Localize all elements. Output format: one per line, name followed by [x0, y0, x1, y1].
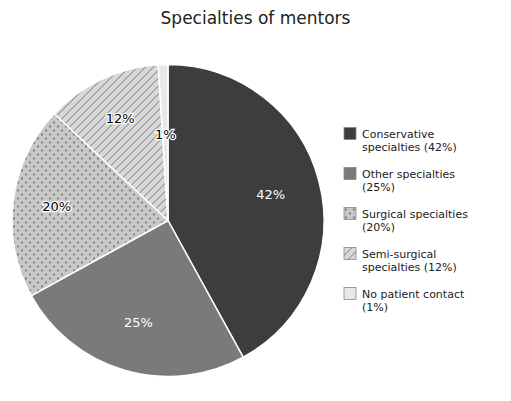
- data-label: 42%: [256, 187, 285, 202]
- legend-label: No patient contact(1%): [362, 288, 465, 314]
- title: Specialties of mentors: [161, 8, 351, 28]
- slice: [158, 65, 168, 221]
- legend-item: No patient contact(1%): [344, 288, 465, 314]
- legend-item: Other specialties(25%): [344, 168, 455, 194]
- legend-item: Surgical specialties(20%): [344, 208, 468, 234]
- legend-item: Semi-surgicalspecialties (12%): [344, 248, 457, 274]
- legend-label-line: Semi-surgical: [362, 248, 436, 261]
- legend-label-line: specialties (12%): [362, 261, 457, 274]
- legend-label-line: Other specialties: [362, 168, 455, 181]
- legend-label: Surgical specialties(20%): [362, 208, 468, 234]
- legend-label-line: Surgical specialties: [362, 208, 468, 221]
- legend-label-line: specialties (42%): [362, 141, 457, 154]
- legend-label-line: (25%): [362, 181, 395, 194]
- data-labels: 42% 25% 20% 12% 1%: [42, 111, 285, 329]
- legend-label: Conservativespecialties (42%): [362, 128, 457, 154]
- legend-swatch: [344, 288, 356, 300]
- data-label: 1%: [155, 127, 176, 142]
- legend-swatch: [344, 208, 356, 220]
- legend-label-line: (1%): [362, 301, 388, 314]
- legend-label-line: (20%): [362, 221, 395, 234]
- legend-label-line: No patient contact: [362, 288, 465, 301]
- chart: Specialties of mentors 42% 25% 20% 12% 1% Cons…: [0, 0, 511, 401]
- data-label: 12%: [106, 111, 135, 126]
- legend-label: Other specialties(25%): [362, 168, 455, 194]
- legend-label-line: Conservative: [362, 128, 435, 141]
- legend: Conservativespecialties (42%) Other speci…: [344, 128, 468, 314]
- legend-label: Semi-surgicalspecialties (12%): [362, 248, 457, 274]
- slice: [54, 65, 168, 221]
- data-label: 20%: [42, 199, 71, 214]
- legend-swatch: [344, 248, 356, 260]
- legend-swatch: [344, 168, 356, 180]
- legend-item: Conservativespecialties (42%): [344, 128, 457, 154]
- pie: [12, 65, 324, 377]
- legend-swatch: [344, 128, 356, 140]
- data-label: 25%: [124, 315, 153, 330]
